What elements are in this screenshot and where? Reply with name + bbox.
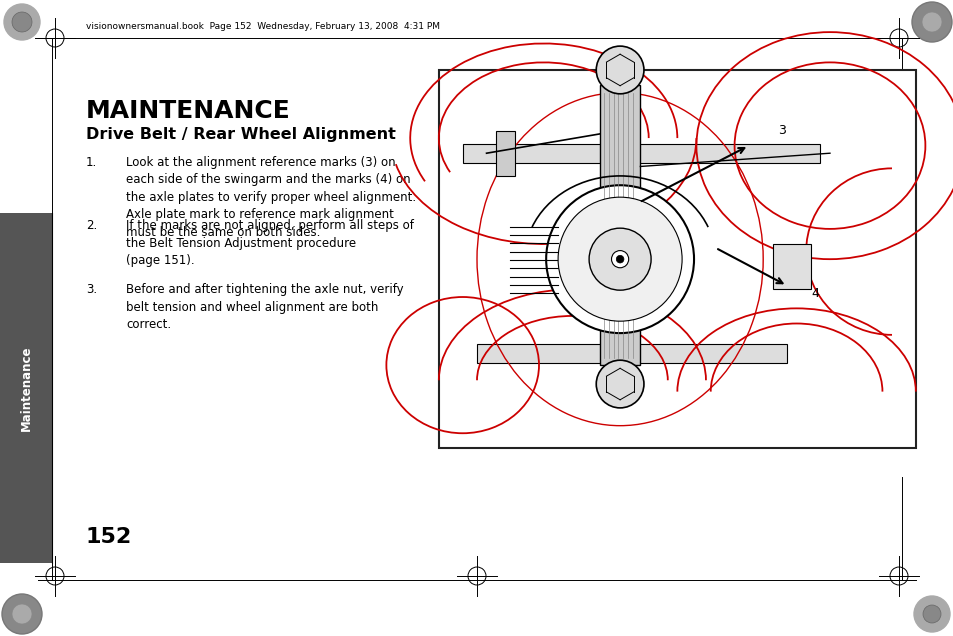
Text: Drive Belt / Rear Wheel Alignment: Drive Belt / Rear Wheel Alignment <box>86 127 395 142</box>
Bar <box>0 213 52 563</box>
Bar <box>599 270 639 365</box>
Circle shape <box>616 256 623 263</box>
Circle shape <box>913 596 949 632</box>
Text: Look at the alignment reference marks (3) on
each side of the swingarm and the m: Look at the alignment reference marks (3… <box>126 156 416 239</box>
Circle shape <box>596 46 643 94</box>
Circle shape <box>12 604 32 624</box>
Text: 4: 4 <box>811 287 819 300</box>
Circle shape <box>588 228 651 290</box>
Circle shape <box>4 4 40 40</box>
Text: If the marks are not aligned, perform all steps of
the Belt Tension Adjustment p: If the marks are not aligned, perform al… <box>126 219 414 267</box>
Bar <box>599 85 639 248</box>
Bar <box>438 70 915 448</box>
Text: MAINTENANCE: MAINTENANCE <box>86 99 291 123</box>
Circle shape <box>923 605 940 623</box>
Bar <box>496 130 515 176</box>
Text: 3.: 3. <box>86 283 97 296</box>
Circle shape <box>2 594 42 634</box>
Circle shape <box>12 12 32 32</box>
Text: Before and after tightening the axle nut, verify
belt tension and wheel alignmen: Before and after tightening the axle nut… <box>126 283 403 331</box>
Circle shape <box>558 197 681 321</box>
Text: 3: 3 <box>778 124 785 137</box>
Circle shape <box>611 251 628 268</box>
Circle shape <box>545 185 693 333</box>
Circle shape <box>911 2 951 42</box>
Text: 2.: 2. <box>86 219 97 232</box>
Circle shape <box>921 12 941 32</box>
Text: 1.: 1. <box>86 156 97 169</box>
Bar <box>476 344 786 363</box>
Text: Maintenance: Maintenance <box>20 345 32 431</box>
Circle shape <box>596 360 643 408</box>
Bar <box>772 244 810 289</box>
Text: 152: 152 <box>86 527 132 548</box>
Bar <box>462 144 820 163</box>
Text: visionownersmanual.book  Page 152  Wednesday, February 13, 2008  4:31 PM: visionownersmanual.book Page 152 Wednesd… <box>86 22 439 31</box>
